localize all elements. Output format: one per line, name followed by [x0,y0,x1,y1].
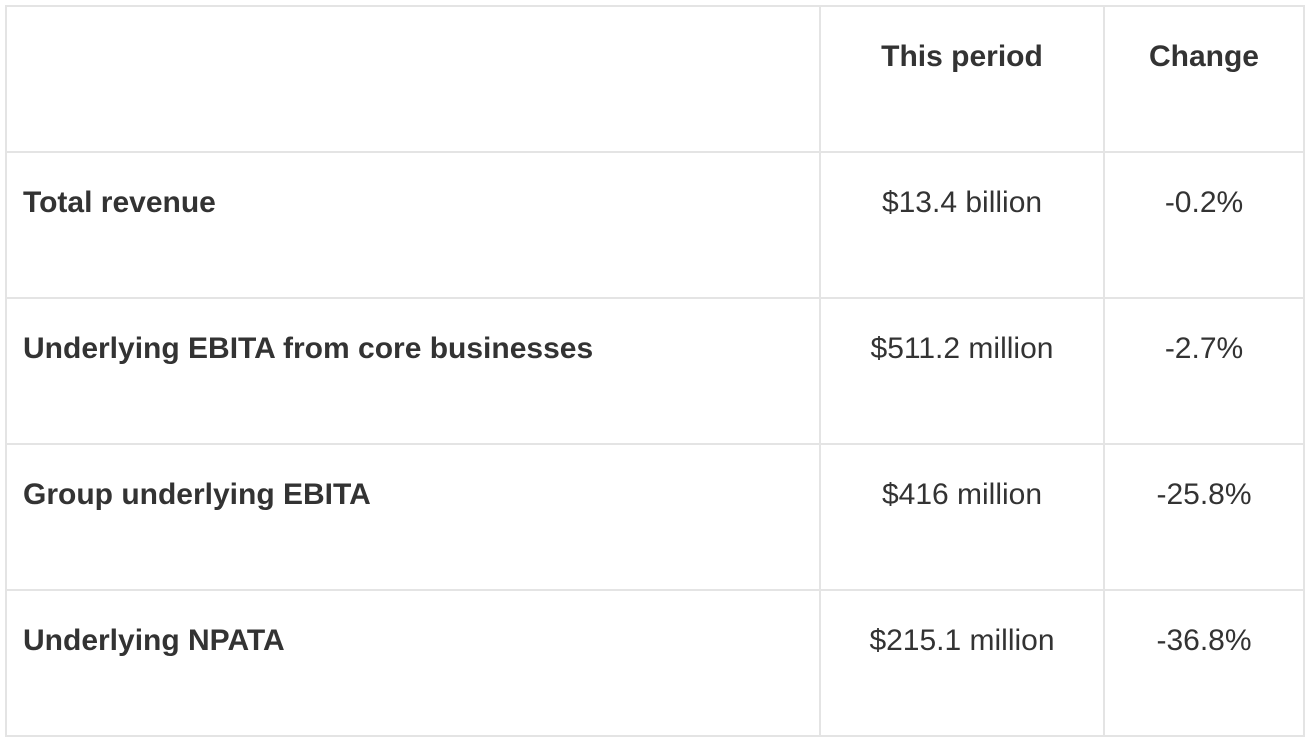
table-row: Total revenue $13.4 billion -0.2% [5,151,1305,299]
cell-value: $13.4 billion [819,151,1105,299]
cell-value: -36.8% [1103,589,1305,737]
row-label: Total revenue [5,151,821,299]
header-cell: This period [819,5,1105,153]
cell-value: -25.8% [1103,443,1305,591]
row-label: Underlying EBITA from core businesses [5,297,821,445]
table-body: Total revenue $13.4 billion -0.2% Underlyin… [5,151,1305,737]
cell-value: -2.7% [1103,297,1305,445]
results-table: This period Change Total revenue $13.4 bi… [5,5,1305,737]
row-label: Group underlying EBITA [5,443,821,591]
row-label: Underlying NPATA [5,589,821,737]
table-row: Group underlying EBITA $416 million -25.8% [5,443,1305,591]
cell-value: $511.2 million [819,297,1105,445]
cell-value: $416 million [819,443,1105,591]
cell-value: $215.1 million [819,589,1105,737]
table-row: Underlying EBITA from core businesses $51… [5,297,1305,445]
header-cell [5,5,821,153]
header-cell: Change [1103,5,1305,153]
table-row: Underlying NPATA $215.1 million -36.8% [5,589,1305,737]
header-row: This period Change [5,5,1305,153]
cell-value: -0.2% [1103,151,1305,299]
